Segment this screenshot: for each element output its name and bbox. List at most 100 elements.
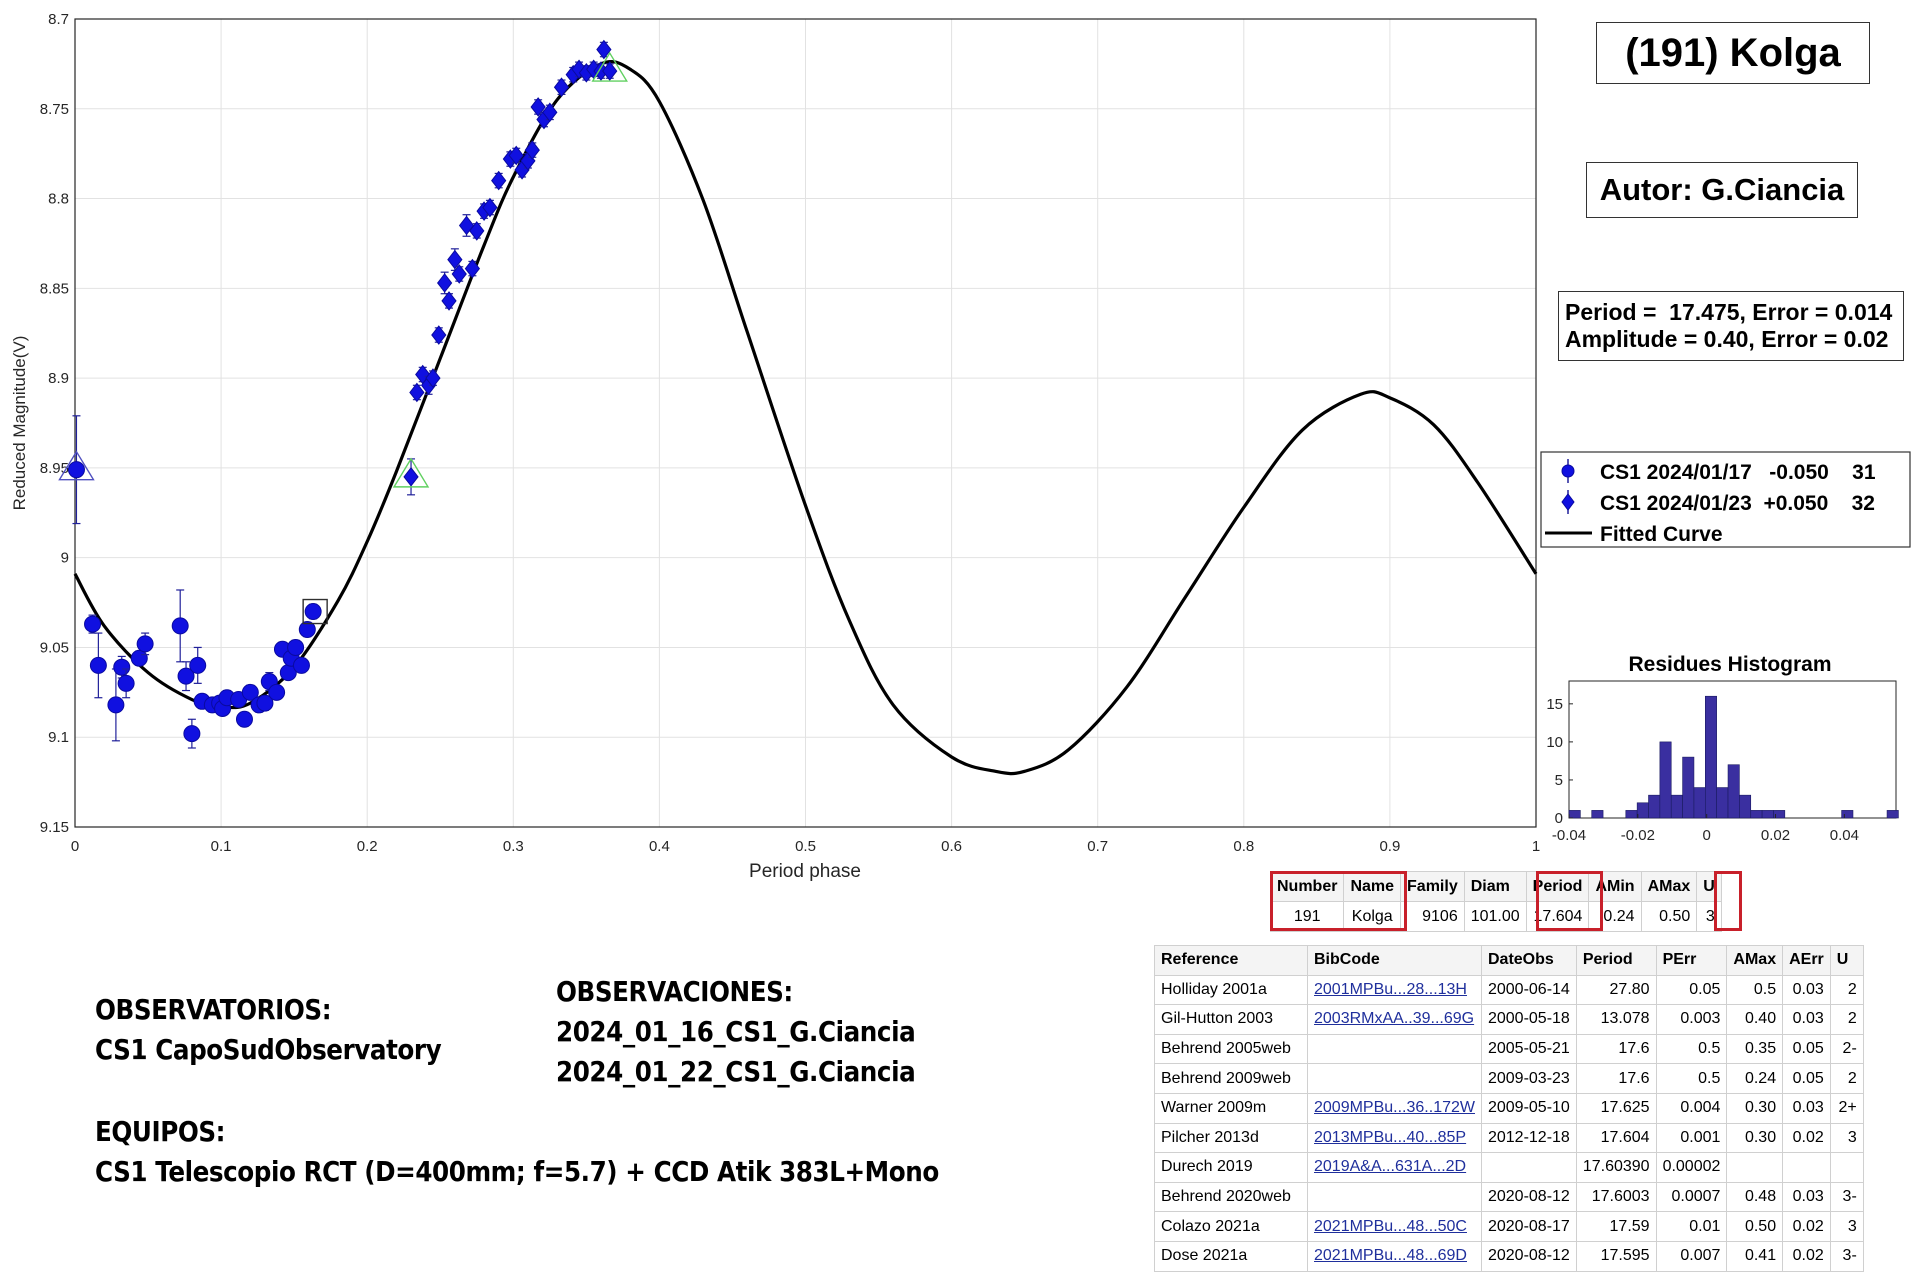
reference-cell: 0.02 (1782, 1122, 1831, 1154)
y-tick-label: 8.75 (40, 101, 69, 118)
reference-cell: 2020-08-12 (1480, 1181, 1577, 1213)
reference-row: Behrend 2005web 2005-05-21 17.6 0.5 0.35 0.05… (1154, 1033, 1864, 1065)
data-point-diamond (464, 258, 481, 279)
x-tick-label: 0.4 (649, 838, 670, 855)
reference-cell: 3- (1829, 1181, 1864, 1213)
bibcode-link[interactable]: 2021MPBu...48...50C (1307, 1211, 1482, 1242)
reference-triangle (591, 51, 628, 82)
equipment-block: EQUIPOS: CS1 Telescopio RCT (D=400mm; f=… (95, 1112, 939, 1192)
data-point-diamond (436, 271, 453, 295)
reference-cell: 0.03 (1782, 1004, 1831, 1035)
reference-header: AErr (1782, 945, 1831, 976)
reference-row: Gil-Hutton 2003 2003RMxAA..39...69G 2000-0… (1154, 1004, 1864, 1035)
reference-row: Warner 2009m 2009MPBu...36..172W 2009-05-1… (1154, 1092, 1864, 1124)
summary-header: Family (1400, 871, 1465, 902)
legend: CS1 2024/01/17 -0.050 31 CS1 2024/01/23 … (1540, 451, 1911, 548)
reference-cell: Behrend 2005web (1154, 1033, 1308, 1065)
data-point-circle (177, 661, 195, 692)
bibcode-link[interactable]: 2019A&A...631A...2D (1307, 1152, 1482, 1183)
observation-session: 2024_01_16_CS1_G.Ciancia (556, 1015, 916, 1048)
legend-label-1: CS1 2024/01/17 -0.050 31 (1600, 461, 1876, 484)
reference-header: Period (1575, 945, 1657, 976)
data-point-circle (256, 694, 274, 712)
observatory-name: CS1 CapoSudObservatory (95, 1033, 442, 1066)
data-point-diamond (553, 77, 570, 98)
histogram-bar (1705, 695, 1717, 819)
bibcode-link (1307, 1181, 1482, 1213)
bibcode-link (1307, 1063, 1482, 1094)
reference-cell: 17.59 (1575, 1211, 1657, 1242)
reference-square (302, 598, 328, 625)
highlight-u (1714, 871, 1742, 931)
reference-triangle (58, 450, 95, 481)
histogram-bar (1625, 810, 1638, 819)
reference-header: BibCode (1307, 945, 1482, 976)
bibcode-link[interactable]: 2001MPBu...28...13H (1307, 974, 1482, 1006)
histogram-title: Residues Histogram (1628, 653, 1831, 676)
data-point-diamond (524, 140, 540, 160)
data-point-circle (84, 614, 102, 634)
reference-cell: Warner 2009m (1154, 1092, 1308, 1124)
reference-cell: 0.48 (1726, 1181, 1784, 1213)
y-tick-label: 9.1 (48, 729, 69, 746)
histogram-x-tick: 0.02 (1761, 827, 1790, 844)
bibcode-link[interactable]: 2003RMxAA..39...69G (1307, 1004, 1482, 1035)
histogram-bar (1716, 787, 1729, 819)
data-point-circle (292, 656, 310, 674)
y-tick-label: 8.85 (40, 280, 69, 297)
summary-header: Diam (1463, 871, 1527, 902)
reference-cell: 2+ (1829, 1092, 1864, 1124)
reference-cell: 2- (1829, 1033, 1864, 1065)
data-point-circle (268, 683, 286, 701)
reference-cell: Behrend 2009web (1154, 1063, 1308, 1094)
summary-cell: 0.24 (1588, 901, 1642, 932)
bibcode-link[interactable]: 2013MPBu...40...85P (1307, 1122, 1482, 1154)
fit-amplitude: Amplitude = 0.40, Error = 0.02 (1565, 326, 1889, 352)
reference-cell: 17.60390 (1575, 1152, 1657, 1183)
reference-cell: 0.001 (1655, 1122, 1728, 1154)
summary-cell: Kolga (1343, 901, 1402, 932)
summary-header: AMin (1588, 871, 1642, 902)
reference-row: Pilcher 2013d 2013MPBu...40...85P 2012-12-… (1154, 1122, 1864, 1154)
reference-row: Holliday 2001a 2001MPBu...28...13H 2000-06… (1154, 974, 1864, 1006)
reference-cell (1782, 1152, 1831, 1183)
histogram-bar (1773, 810, 1786, 819)
reference-cell: 0.30 (1726, 1122, 1784, 1154)
bibcode-link[interactable]: 2021MPBu...48...69D (1307, 1240, 1482, 1272)
x-tick-label: 0.6 (941, 838, 962, 855)
reference-cell: 0.00002 (1655, 1152, 1728, 1183)
histogram-y-tick: 5 (1555, 772, 1563, 789)
summary-header: U (1696, 871, 1722, 902)
observation-session: 2024_01_22_CS1_G.Ciancia (556, 1055, 916, 1088)
bibcode-link[interactable]: 2009MPBu...36..172W (1307, 1092, 1482, 1124)
data-point-circle (235, 710, 253, 728)
reference-row: Dose 2021a 2021MPBu...48...69D 2020-08-12 1… (1154, 1240, 1864, 1272)
reference-cell: 13.078 (1575, 1004, 1657, 1035)
reference-cell: Behrend 2020web (1154, 1181, 1308, 1213)
data-point-diamond (409, 382, 425, 403)
histogram-x-tick: 0 (1703, 827, 1711, 844)
histogram-bar (1750, 810, 1763, 819)
histogram-ticks: -0.04 -0.02 0 0.02 0.04 0 5 10 15 (1546, 696, 1859, 844)
data-point-diamond (451, 264, 467, 284)
data-point-circle (171, 589, 189, 663)
y-tick-label: 8.9 (48, 370, 69, 387)
reference-cell: 3 (1829, 1122, 1864, 1154)
reference-header: PErr (1655, 945, 1728, 976)
reference-header: Reference (1154, 945, 1308, 976)
histogram-x-tick: -0.02 (1621, 827, 1655, 844)
summary-cell: 0.50 (1640, 901, 1698, 932)
reference-cell: 27.80 (1575, 974, 1657, 1006)
reference-cell: 17.604 (1575, 1122, 1657, 1154)
histogram-bar (1727, 764, 1740, 819)
reference-cell: Colazo 2021a (1154, 1211, 1308, 1242)
reference-cell: 3- (1829, 1240, 1864, 1272)
reference-cell: Holliday 2001a (1154, 974, 1308, 1006)
histogram-y-tick: 10 (1546, 734, 1563, 751)
reference-cell: 17.6003 (1575, 1181, 1657, 1213)
reference-cell: 2009-03-23 (1480, 1063, 1577, 1094)
reference-row: Behrend 2009web 2009-03-23 17.6 0.5 0.24 0.05… (1154, 1063, 1864, 1094)
reference-cell: 0.50 (1726, 1211, 1784, 1242)
reference-cell: 3 (1829, 1211, 1864, 1242)
data-point-diamond (508, 145, 524, 166)
